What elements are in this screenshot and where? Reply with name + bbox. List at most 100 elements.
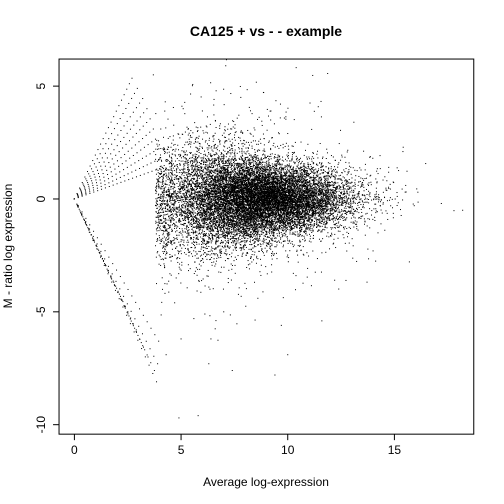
data-point	[188, 199, 190, 201]
data-point	[309, 217, 311, 219]
data-point	[297, 217, 299, 219]
data-point	[192, 233, 194, 235]
data-point	[304, 179, 306, 181]
data-point	[253, 245, 255, 247]
data-point	[236, 222, 238, 224]
data-point	[227, 205, 229, 207]
data-point	[327, 186, 329, 188]
data-point	[230, 227, 232, 229]
data-point	[259, 196, 261, 198]
data-point	[200, 291, 202, 293]
data-point	[364, 178, 366, 180]
data-point	[233, 190, 235, 192]
data-point	[328, 186, 330, 188]
data-point	[222, 220, 224, 222]
data-point	[187, 248, 189, 250]
data-point	[249, 225, 251, 227]
data-point	[310, 171, 312, 173]
data-point	[181, 150, 183, 152]
data-point	[179, 181, 181, 183]
data-point	[222, 228, 224, 230]
data-point	[216, 160, 218, 162]
data-point	[204, 183, 206, 185]
data-point	[238, 197, 240, 199]
data-point	[323, 169, 325, 171]
data-point	[324, 202, 326, 204]
data-point	[221, 161, 223, 163]
data-point	[162, 207, 164, 209]
data-point	[194, 222, 196, 224]
data-point	[255, 191, 257, 193]
data-point	[304, 191, 306, 193]
data-point	[297, 185, 299, 187]
data-point	[255, 222, 257, 224]
data-point	[242, 200, 244, 202]
data-point	[202, 168, 204, 170]
data-point	[319, 204, 321, 206]
data-point	[352, 167, 354, 169]
data-point	[158, 235, 160, 237]
data-point	[306, 252, 308, 254]
data-point	[171, 209, 173, 211]
data-point	[211, 228, 213, 230]
data-point	[307, 207, 309, 209]
data-point	[245, 235, 247, 237]
data-point	[292, 221, 294, 223]
data-point	[212, 179, 214, 181]
data-point	[248, 198, 250, 200]
data-point	[350, 205, 352, 207]
data-point	[179, 263, 181, 265]
data-point	[181, 180, 183, 182]
data-point	[277, 194, 279, 196]
data-point	[305, 230, 307, 232]
data-point	[300, 207, 302, 209]
data-point	[265, 217, 267, 219]
data-point	[168, 187, 170, 189]
data-point	[184, 217, 186, 219]
data-point	[196, 234, 198, 236]
data-point	[200, 160, 202, 162]
data-point	[250, 188, 252, 190]
data-point	[205, 222, 207, 224]
data-point	[267, 168, 269, 170]
data-point	[247, 173, 249, 175]
data-point	[218, 150, 220, 152]
data-point	[227, 171, 229, 173]
data-point	[369, 192, 371, 194]
data-point	[211, 206, 213, 208]
data-point	[337, 182, 339, 184]
data-point	[246, 197, 248, 199]
data-point	[206, 275, 208, 277]
data-point	[247, 191, 249, 193]
data-point	[206, 210, 208, 212]
data-point	[260, 181, 262, 183]
data-point	[256, 208, 258, 210]
data-point	[263, 199, 265, 201]
data-point	[257, 214, 259, 216]
data-point	[196, 197, 198, 199]
data-point	[248, 169, 250, 171]
data-point	[313, 209, 315, 211]
data-point	[224, 183, 226, 185]
data-point	[213, 253, 215, 255]
data-point	[303, 231, 305, 233]
data-point	[156, 221, 158, 223]
data-point	[347, 188, 349, 190]
data-point	[234, 211, 236, 213]
data-point	[328, 197, 330, 199]
data-point	[293, 175, 295, 177]
data-point	[158, 140, 160, 142]
data-point	[200, 190, 202, 192]
data-point	[269, 206, 271, 208]
data-point	[289, 177, 291, 179]
data-point	[320, 166, 322, 168]
data-point	[205, 194, 207, 196]
data-point	[209, 315, 211, 317]
data-point	[156, 160, 158, 162]
data-point	[272, 200, 274, 202]
data-point	[263, 210, 265, 212]
data-point	[212, 203, 214, 205]
data-point	[352, 245, 354, 247]
data-point	[181, 211, 183, 213]
data-point	[222, 196, 224, 198]
